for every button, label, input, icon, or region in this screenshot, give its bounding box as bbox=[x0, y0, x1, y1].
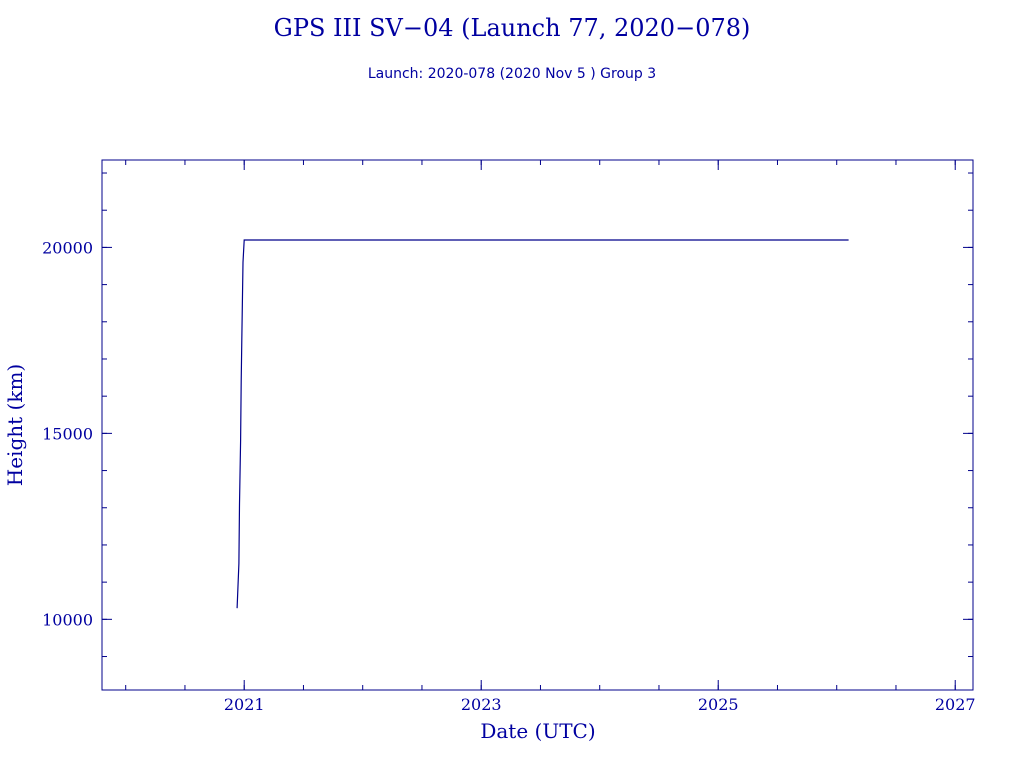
series-line bbox=[236, 239, 849, 609]
y-tick-label: 20000 bbox=[42, 238, 93, 257]
series-layer bbox=[236, 239, 849, 609]
chart-title: GPS III SV−04 (Launch 77, 2020−078) bbox=[273, 14, 751, 42]
x-axis-label: Date (UTC) bbox=[480, 719, 595, 743]
y-tick-label: 15000 bbox=[42, 424, 93, 443]
plot-frame bbox=[101, 159, 974, 691]
y-tick-label: 10000 bbox=[42, 610, 93, 629]
x-axis-ticks: 2021 2023 2025 2027 bbox=[224, 160, 976, 714]
chart-subtitle: Launch: 2020-078 (2020 Nov 5 ) Group 3 bbox=[367, 66, 657, 82]
x-tick-label: 2023 bbox=[461, 695, 502, 714]
x-tick-label: 2025 bbox=[698, 695, 739, 714]
x-tick-label: 2021 bbox=[224, 695, 265, 714]
x-tick-label: 2027 bbox=[935, 695, 976, 714]
y-axis-label: Height (km) bbox=[3, 364, 27, 486]
y-axis-ticks: 10000 15000 20000 bbox=[42, 238, 973, 629]
